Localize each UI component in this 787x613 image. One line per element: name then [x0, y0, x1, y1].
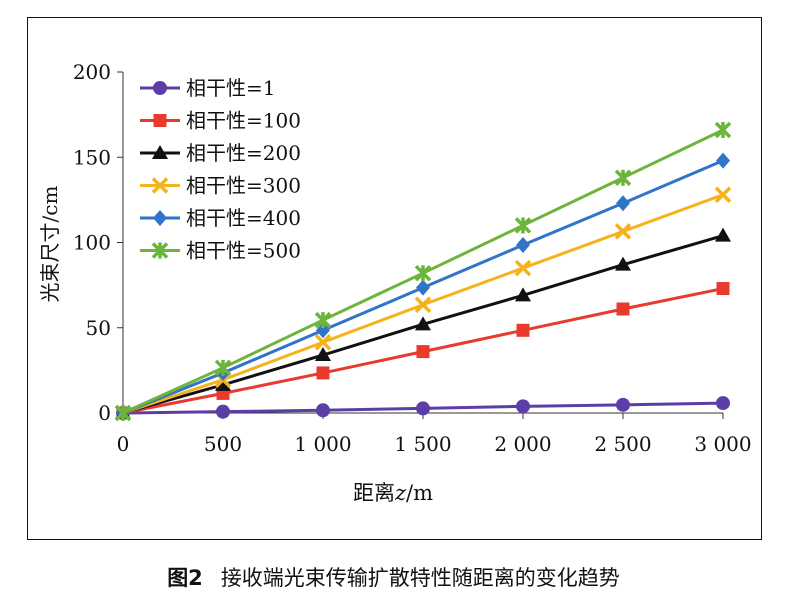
- legend-marker: [153, 114, 167, 127]
- x-tick-label: 2 000: [494, 432, 551, 456]
- data-point: [615, 256, 631, 271]
- y-tick-label: 150: [73, 145, 111, 169]
- data-point: [716, 152, 730, 169]
- x-axis-label-text: 距离: [353, 481, 395, 505]
- data-point: [416, 401, 430, 416]
- data-point: [316, 366, 330, 380]
- data-point: [314, 311, 332, 329]
- legend-item: 相干性=500: [140, 239, 301, 263]
- legend-item: 相干性=400: [140, 206, 301, 230]
- data-point: [514, 217, 532, 234]
- series-layer: [114, 121, 732, 422]
- data-point: [614, 169, 632, 186]
- data-point: [514, 259, 532, 277]
- data-point: [614, 223, 632, 240]
- legend-marker: [151, 177, 169, 194]
- y-tick-label: 0: [98, 401, 111, 425]
- legend-marker: [151, 242, 169, 259]
- data-point: [616, 195, 630, 212]
- data-point: [516, 323, 530, 337]
- y-axis-label: 光束尺寸/cm: [38, 186, 62, 303]
- legend-label: 相干性=200: [186, 141, 301, 165]
- legend-label: 相干性=400: [186, 206, 301, 230]
- y-tick-label: 200: [73, 60, 111, 84]
- x-axis-label: 距离z/m: [353, 481, 433, 505]
- figure-label: 图2: [167, 566, 203, 590]
- legend-label: 相干性=300: [186, 174, 301, 198]
- data-point: [215, 376, 231, 391]
- data-point: [616, 397, 630, 412]
- data-point: [714, 121, 732, 139]
- y-tick-label: 100: [73, 231, 111, 255]
- legend-item: 相干性=300: [140, 174, 301, 198]
- legend: 相干性=1 相干性=100 相干性=200 相干性=300 相干性=400 相干性=500: [140, 76, 301, 263]
- x-tick-label: 1 500: [394, 432, 451, 456]
- x-axis-label-unit: /m: [406, 481, 433, 505]
- data-point: [414, 296, 432, 313]
- data-point: [716, 396, 730, 411]
- x-tick-label: 2 500: [594, 432, 651, 456]
- x-tick-label: 0: [117, 432, 130, 456]
- chart-frame: [27, 17, 762, 540]
- data-point: [314, 334, 332, 351]
- x-tick-label: 3 000: [694, 432, 751, 456]
- data-point: [616, 302, 630, 316]
- legend-marker: [152, 145, 168, 159]
- axes: 0 50 100 150 200 0 500 1 000 1 500 2 000 2 500 3 00…: [73, 60, 752, 456]
- data-point: [516, 237, 530, 254]
- data-point: [316, 322, 330, 339]
- y-tick-label: 50: [86, 316, 111, 340]
- legend-item: 相干性=1: [140, 76, 275, 100]
- x-tick-label: 500: [204, 432, 242, 456]
- caption-text: 接收端光束传输扩散特性随距离的变化趋势: [220, 566, 620, 590]
- data-point: [515, 287, 531, 302]
- legend-marker: [153, 210, 167, 226]
- data-point: [516, 399, 530, 414]
- series-3: [115, 227, 731, 419]
- data-point: [415, 316, 431, 331]
- data-point: [216, 404, 230, 419]
- data-point: [416, 279, 430, 296]
- data-point: [715, 227, 731, 242]
- data-point: [315, 347, 331, 362]
- data-point: [716, 282, 730, 296]
- legend-label: 相干性=500: [186, 239, 301, 263]
- legend-item: 相干性=100: [140, 109, 301, 133]
- x-axis-label-variable: z: [394, 481, 407, 505]
- data-point: [414, 264, 432, 282]
- legend-item: 相干性=200: [140, 141, 301, 165]
- series-6: [114, 121, 732, 422]
- data-point: [416, 345, 430, 359]
- legend-marker: [153, 81, 167, 95]
- legend-label: 相干性=100: [186, 109, 301, 133]
- legend-label: 相干性=1: [186, 76, 275, 100]
- figure-caption: 图2 接收端光束传输扩散特性随距离的变化趋势: [0, 562, 787, 592]
- data-point: [714, 186, 732, 203]
- x-tick-label: 1 000: [294, 432, 351, 456]
- data-point: [214, 359, 232, 377]
- data-point: [114, 404, 132, 422]
- data-point: [316, 403, 330, 418]
